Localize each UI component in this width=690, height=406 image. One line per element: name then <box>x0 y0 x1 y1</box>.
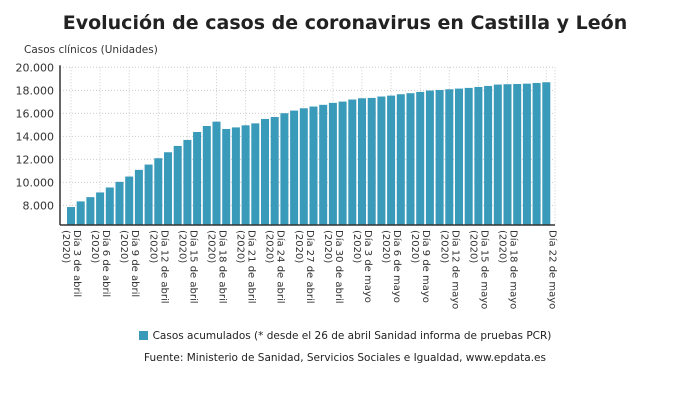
x-tick-label: Día 24 de abril(2020) <box>264 230 287 304</box>
x-tick-label: Día 15 de abril(2020) <box>176 230 199 304</box>
bar <box>348 99 357 225</box>
y-tick-label: 8.000 <box>23 199 55 212</box>
bar <box>280 113 289 225</box>
bar <box>67 207 75 225</box>
bar <box>358 98 366 225</box>
bar <box>212 121 221 225</box>
bar <box>474 86 483 225</box>
bar <box>522 83 531 226</box>
legend-swatch <box>138 331 148 340</box>
bar <box>193 131 202 225</box>
bar <box>125 176 134 225</box>
bar <box>105 187 114 225</box>
x-tick-label: Día 3 de mayo(2020) <box>351 230 374 303</box>
bar <box>513 83 522 225</box>
y-tick-label: 14.000 <box>16 130 55 143</box>
y-tick-label: 20.000 <box>16 61 55 74</box>
bar <box>328 102 337 225</box>
x-tick-label: Día 27 de abril(2020) <box>293 230 316 304</box>
bar <box>455 88 463 226</box>
bar <box>183 139 192 225</box>
bar <box>309 106 318 225</box>
legend-label: Casos acumulados (* desde el 26 de abril… <box>152 330 552 342</box>
x-tick-label: Día 12 de abril(2020) <box>147 230 170 304</box>
bar <box>144 164 153 225</box>
bar <box>251 123 260 225</box>
bar <box>396 94 405 225</box>
bar <box>435 89 444 226</box>
bar <box>445 89 454 225</box>
x-tick-label: Día 18 de abril(2020) <box>206 230 229 304</box>
y-tick-label: 18.000 <box>16 84 55 97</box>
bar <box>503 84 512 225</box>
bar <box>338 101 347 225</box>
y-axis-label: Casos clínicos (Unidades) <box>24 44 158 56</box>
bar <box>86 197 95 225</box>
bar <box>299 108 308 225</box>
bar <box>115 181 124 225</box>
x-tick-label: Día 9 de abril(2020) <box>118 230 141 297</box>
bar <box>532 82 541 225</box>
x-tick-label: Día 6 de mayo(2020) <box>380 230 403 303</box>
bar <box>96 192 105 225</box>
bar <box>261 118 269 225</box>
bar <box>270 117 279 225</box>
bar <box>76 201 85 225</box>
bar <box>231 127 240 225</box>
source-note: Fuente: Ministerio de Sanidad, Servicios… <box>144 352 546 364</box>
bar <box>493 84 502 225</box>
bar <box>387 95 396 225</box>
bar <box>367 97 376 225</box>
bar <box>416 91 425 225</box>
x-tick-label: Día 18 de mayo(2020) <box>497 230 520 309</box>
bar <box>377 96 386 225</box>
x-tick-label: Día 3 de abril(2020) <box>60 230 83 297</box>
y-tick-label: 10.000 <box>16 176 55 189</box>
bar <box>290 110 299 225</box>
x-tick-label: Día 21 de abril(2020) <box>235 230 258 304</box>
y-tick-label: 16.000 <box>16 107 55 120</box>
bar <box>319 104 328 225</box>
bar <box>542 82 551 225</box>
bar <box>154 158 163 225</box>
bar <box>173 145 182 225</box>
bar <box>425 90 434 225</box>
x-tick-label: Día 22 de mayo <box>546 230 558 309</box>
legend: Casos acumulados (* desde el 26 de abril… <box>0 330 690 342</box>
bar <box>164 152 172 225</box>
chart-title: Evolución de casos de coronavirus en Cas… <box>62 12 628 34</box>
bar <box>134 169 143 225</box>
bar <box>222 128 231 225</box>
x-tick-label: Día 9 de mayo(2020) <box>409 230 432 303</box>
bar <box>202 126 211 225</box>
x-tick-label: Día 6 de abril(2020) <box>89 230 112 297</box>
bar <box>241 125 250 225</box>
x-tick-label: Día 15 de mayo(2020) <box>467 230 490 309</box>
bar <box>464 87 473 225</box>
x-tick-label: Día 30 de abril(2020) <box>322 230 345 304</box>
bar <box>484 85 493 225</box>
bar <box>406 93 415 225</box>
y-tick-label: 12.000 <box>16 153 55 166</box>
x-tick-label: Día 12 de mayo(2020) <box>438 230 461 309</box>
